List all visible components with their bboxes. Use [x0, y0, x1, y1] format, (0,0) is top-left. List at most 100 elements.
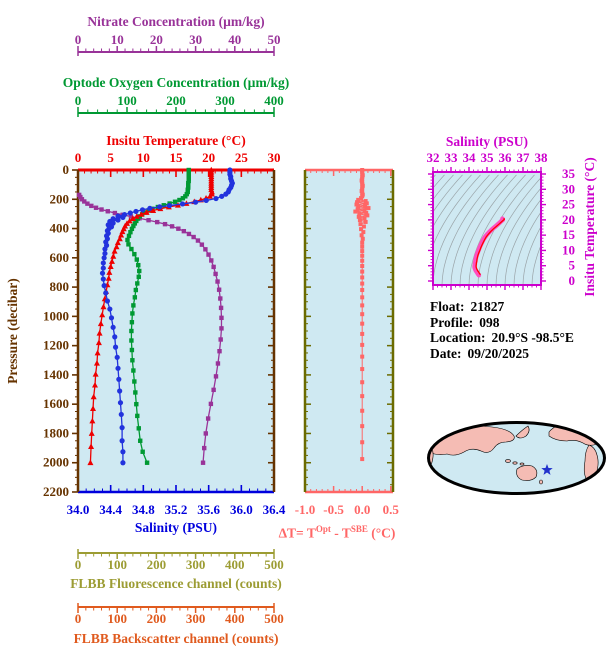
date-value: 09/20/2025 — [467, 345, 529, 361]
ts-temperature-axis-title: Insitu Temperature (°C) — [582, 157, 597, 297]
tick-label: 300 — [186, 557, 206, 572]
tick-label: -1.0 — [295, 502, 316, 517]
delta-t-title-part: ΔT= T — [278, 525, 316, 541]
nitrate-concentration-curve — [76, 192, 224, 465]
tick-label: 0 — [75, 557, 82, 572]
tick-label: 34 — [463, 150, 477, 165]
map-outline — [427, 421, 606, 495]
tick-label: 10 — [111, 32, 124, 47]
map-island — [539, 479, 543, 485]
profile-value: 098 — [479, 314, 500, 330]
tick-label: 25 — [235, 150, 249, 165]
oxygen-axis-title: Optode Oxygen Concentration (µm/kg) — [62, 75, 290, 90]
tick-label: 100 — [107, 557, 127, 572]
tick-label: 0 — [75, 32, 82, 47]
salinity-curve — [99, 167, 235, 466]
tick-label: 34.8 — [132, 502, 155, 517]
tick-label: 20 — [562, 212, 575, 227]
tick-label: 5 — [107, 150, 114, 165]
tick-label: 300 — [215, 93, 235, 108]
ts-density-contours — [433, 174, 541, 285]
tick-label: 36.4 — [263, 502, 286, 517]
tick-label: 800 — [50, 279, 70, 294]
location-value: 20.9°S -98.5°E — [491, 330, 574, 345]
tick-label: 300 — [186, 611, 206, 626]
delta-t-title-sup: SBE — [350, 524, 368, 534]
float-id-row: Float: 21827 — [430, 299, 574, 315]
tick-label: 200 — [147, 557, 167, 572]
tick-label: 1200 — [43, 338, 69, 353]
tick-label: 1800 — [43, 425, 69, 440]
tick-label: 30 — [268, 150, 281, 165]
tick-label: 2200 — [43, 484, 69, 499]
tick-label: 0 — [75, 93, 82, 108]
map-island — [505, 459, 511, 463]
delta-t-curve — [353, 168, 371, 462]
tick-label: 25 — [562, 197, 576, 212]
tick-label: 33 — [445, 150, 459, 165]
tick-label: 100 — [107, 611, 127, 626]
tick-label: 0.0 — [354, 502, 370, 517]
tick-label: 36 — [499, 150, 513, 165]
tick-label: 35 — [562, 166, 576, 181]
tick-label: 10 — [562, 242, 575, 257]
world-map — [427, 421, 606, 495]
tick-label: 15 — [562, 227, 576, 242]
tick-label: 400 — [264, 93, 284, 108]
tick-label: 0 — [63, 162, 70, 177]
tick-label: 400 — [225, 611, 245, 626]
backscatter-axis-title: FLBB Backscatter channel (counts) — [73, 631, 279, 646]
delta-t-title-part: (°C) — [367, 525, 396, 541]
tick-label: 2000 — [43, 455, 69, 470]
tick-label: 1600 — [43, 396, 69, 411]
delta-t-title-sup: Opt — [315, 524, 331, 534]
tick-label: 0.5 — [383, 502, 400, 517]
tick-label: 0 — [75, 611, 82, 626]
tick-label: 400 — [225, 557, 245, 572]
tick-label: 35.2 — [165, 502, 188, 517]
map-island — [512, 461, 518, 465]
location-label: Location: — [430, 330, 486, 345]
tick-label: 0 — [75, 150, 82, 165]
float-position-star — [541, 464, 553, 475]
tick-label: 200 — [166, 93, 186, 108]
tick-label: 50 — [268, 32, 281, 47]
main-plot-area — [78, 170, 274, 492]
tick-label: -0.5 — [323, 502, 344, 517]
delta-t-axis-title: ΔT= TOpt - TSBE (°C) — [277, 521, 397, 542]
pressure-axis-title: Pressure (decibar) — [5, 278, 20, 384]
float-value: 21827 — [470, 299, 505, 314]
profile-row: Profile: 098 — [430, 315, 574, 331]
tick-label: 500 — [264, 557, 284, 572]
map-landmass — [516, 465, 538, 481]
tick-label: 35.6 — [197, 502, 220, 517]
tick-label: 38 — [535, 150, 549, 165]
tick-label: 500 — [264, 611, 284, 626]
profile-label: Profile: — [430, 314, 474, 330]
fluorescence-axis-title: FLBB Fluorescence channel (counts) — [70, 576, 282, 591]
nitrate-axis-title: Nitrate Concentration (µm/kg) — [87, 14, 265, 29]
tick-label: 20 — [150, 32, 163, 47]
tick-label: 35 — [481, 150, 495, 165]
date-label: Date: — [430, 345, 462, 361]
tick-label: 37 — [517, 150, 531, 165]
float-label: Float: — [430, 299, 465, 314]
tick-label: 600 — [50, 250, 70, 265]
delta-t-plot-area — [305, 170, 393, 492]
delta-t-title-part: - T — [330, 525, 351, 541]
tick-label: 32 — [427, 150, 440, 165]
location-row: Location: 20.9°S -98.5°E — [430, 330, 574, 346]
temperature-axis-title: Insitu Temperature (°C) — [106, 133, 246, 148]
tick-label: 20 — [202, 150, 215, 165]
date-row: Date: 09/20/2025 — [430, 346, 574, 362]
ts-plot-area — [433, 172, 541, 285]
tick-label: 34.0 — [67, 502, 90, 517]
tick-label: 30 — [189, 32, 202, 47]
tick-label: 1400 — [43, 367, 69, 382]
salinity-axis-title: Salinity (PSU) — [134, 520, 218, 535]
tick-label: 1000 — [43, 308, 69, 323]
tick-label: 200 — [50, 191, 70, 206]
tick-label: 200 — [147, 611, 167, 626]
